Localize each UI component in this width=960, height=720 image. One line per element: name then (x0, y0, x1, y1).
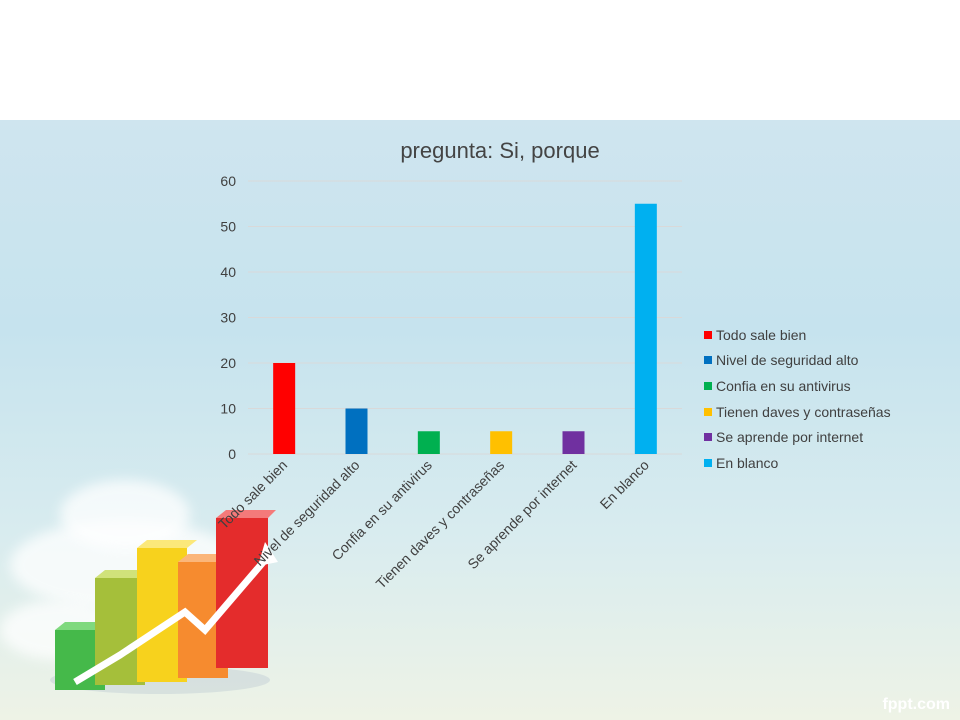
legend-swatch (704, 407, 712, 416)
rising-bar-chart-with-arrow-icon (50, 510, 278, 694)
legend-item: Tienen daves y contraseñas (704, 399, 891, 425)
cloud-decoration (60, 480, 190, 550)
bar (417, 431, 440, 454)
legend-item: Se aprende por internet (704, 424, 891, 450)
header-band (0, 0, 960, 120)
fppt-watermark: fppt.com (882, 696, 950, 713)
x-tick-label: Tienen daves y contraseñas (373, 457, 508, 592)
bar (562, 431, 585, 454)
legend-swatch (704, 433, 712, 442)
chart-title: pregunta: Si, porque (400, 138, 600, 163)
legend-label: Todo sale bien (716, 326, 807, 343)
bar (273, 363, 296, 454)
chart-legend: Todo sale bien Nivel de seguridad alto Con… (704, 322, 891, 476)
y-tick-label: 60 (220, 173, 236, 189)
x-tick-label: En blanco (597, 457, 652, 512)
y-tick-label: 40 (220, 264, 236, 280)
bar (345, 408, 368, 454)
legend-label: Se aprende por internet (716, 429, 864, 446)
legend-item: Nivel de seguridad alto (704, 348, 891, 374)
legend-swatch (704, 458, 712, 467)
legend-swatch (704, 330, 712, 339)
legend-label: Confia en su antivirus (716, 377, 851, 394)
y-tick-label: 10 (220, 401, 236, 417)
bar (634, 203, 657, 454)
legend-label: Nivel de seguridad alto (716, 352, 859, 369)
legend-swatch (704, 381, 712, 390)
x-tick-label: Todo sale bien (215, 457, 290, 532)
y-tick-label: 0 (228, 446, 236, 462)
bar (490, 431, 513, 454)
legend-label: Tienen daves y contraseñas (716, 403, 891, 420)
legend-swatch (704, 356, 712, 365)
legend-label: En blanco (716, 454, 779, 471)
y-tick-label: 50 (220, 219, 236, 235)
legend-item: Confia en su antivirus (704, 373, 891, 399)
legend-item: En blanco (704, 450, 891, 476)
y-tick-label: 20 (220, 355, 236, 371)
legend-item: Todo sale bien (704, 322, 891, 348)
y-tick-label: 30 (220, 310, 236, 326)
